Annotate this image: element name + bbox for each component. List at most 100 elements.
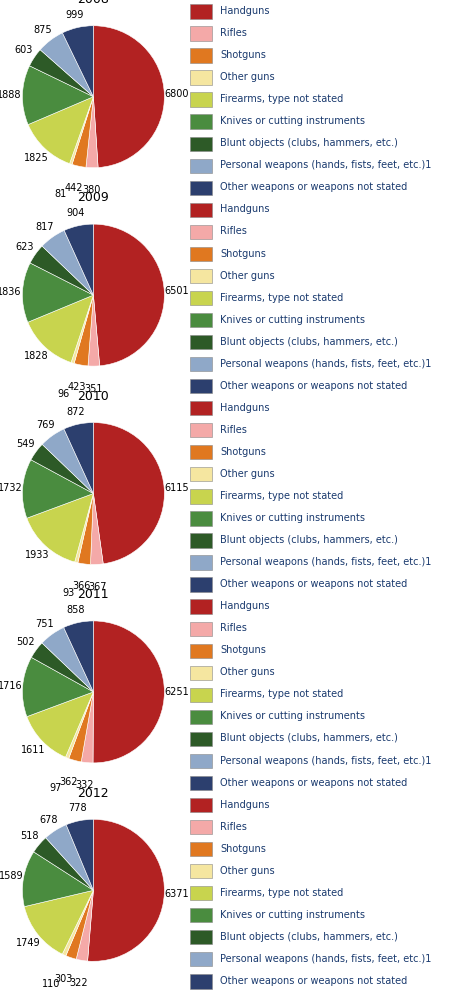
Text: Blunt objects (clubs, hammers, etc.): Blunt objects (clubs, hammers, etc.) bbox=[220, 931, 398, 941]
Text: Rifles: Rifles bbox=[220, 821, 248, 831]
Wedge shape bbox=[28, 97, 93, 164]
Text: 817: 817 bbox=[36, 222, 54, 232]
Bar bbox=[190, 489, 212, 504]
Bar bbox=[190, 820, 212, 834]
Text: 1828: 1828 bbox=[24, 351, 49, 361]
Bar bbox=[190, 622, 212, 636]
Wedge shape bbox=[64, 224, 93, 296]
Wedge shape bbox=[88, 819, 164, 961]
Bar bbox=[190, 247, 212, 261]
Bar bbox=[190, 27, 212, 41]
Wedge shape bbox=[22, 459, 93, 518]
Wedge shape bbox=[62, 891, 93, 955]
Bar bbox=[190, 798, 212, 812]
Wedge shape bbox=[27, 494, 93, 562]
Text: Other guns: Other guns bbox=[220, 72, 275, 82]
Bar bbox=[190, 577, 212, 591]
Wedge shape bbox=[76, 891, 93, 961]
Text: Knives or cutting instruments: Knives or cutting instruments bbox=[220, 314, 365, 324]
Bar bbox=[190, 556, 212, 569]
Text: Firearms, type not stated: Firearms, type not stated bbox=[220, 888, 344, 898]
Wedge shape bbox=[93, 423, 164, 563]
Text: 380: 380 bbox=[82, 186, 101, 195]
Wedge shape bbox=[93, 224, 164, 366]
Wedge shape bbox=[29, 50, 93, 97]
Text: 858: 858 bbox=[66, 605, 85, 615]
Text: Other guns: Other guns bbox=[220, 271, 275, 281]
Text: 751: 751 bbox=[35, 619, 54, 629]
Text: 518: 518 bbox=[20, 831, 39, 841]
Text: 603: 603 bbox=[14, 46, 33, 56]
Bar bbox=[190, 511, 212, 526]
Wedge shape bbox=[27, 692, 93, 757]
Bar bbox=[190, 181, 212, 194]
Text: Other weapons or weapons not stated: Other weapons or weapons not stated bbox=[220, 778, 408, 788]
Bar bbox=[190, 202, 212, 217]
Text: 6251: 6251 bbox=[165, 687, 190, 697]
Text: 1825: 1825 bbox=[24, 153, 49, 163]
Bar bbox=[190, 776, 212, 790]
Text: Rifles: Rifles bbox=[220, 425, 248, 434]
Wedge shape bbox=[93, 26, 164, 168]
Text: Other weapons or weapons not stated: Other weapons or weapons not stated bbox=[220, 579, 408, 589]
Wedge shape bbox=[46, 824, 93, 891]
Bar bbox=[190, 114, 212, 129]
Text: 93: 93 bbox=[63, 588, 75, 598]
Text: Other guns: Other guns bbox=[220, 668, 275, 678]
Wedge shape bbox=[22, 65, 93, 125]
Text: Handguns: Handguns bbox=[220, 204, 270, 214]
Bar bbox=[190, 732, 212, 746]
Bar bbox=[190, 908, 212, 923]
Text: Personal weapons (hands, fists, feet, etc.)1: Personal weapons (hands, fists, feet, et… bbox=[220, 954, 432, 964]
Text: Shotguns: Shotguns bbox=[220, 844, 266, 854]
Text: Shotguns: Shotguns bbox=[220, 646, 266, 656]
Wedge shape bbox=[75, 494, 93, 562]
Text: 423: 423 bbox=[68, 382, 86, 393]
Text: Other guns: Other guns bbox=[220, 866, 275, 876]
Wedge shape bbox=[31, 444, 93, 494]
Bar bbox=[190, 974, 212, 988]
Text: 678: 678 bbox=[39, 814, 58, 824]
Text: 362: 362 bbox=[60, 778, 78, 788]
Text: Blunt objects (clubs, hammers, etc.): Blunt objects (clubs, hammers, etc.) bbox=[220, 336, 398, 346]
Bar bbox=[190, 687, 212, 702]
Wedge shape bbox=[78, 494, 93, 564]
Bar bbox=[190, 49, 212, 62]
Text: 6115: 6115 bbox=[165, 483, 189, 493]
Wedge shape bbox=[30, 246, 93, 296]
Bar bbox=[190, 864, 212, 878]
Text: 1933: 1933 bbox=[25, 551, 49, 560]
Text: 351: 351 bbox=[85, 384, 103, 394]
Bar bbox=[190, 269, 212, 283]
Text: Other guns: Other guns bbox=[220, 469, 275, 479]
Wedge shape bbox=[88, 296, 99, 366]
Text: 1716: 1716 bbox=[0, 681, 22, 690]
Text: 904: 904 bbox=[67, 208, 85, 218]
Text: Knives or cutting instruments: Knives or cutting instruments bbox=[220, 711, 365, 721]
Wedge shape bbox=[22, 658, 93, 716]
Text: Shotguns: Shotguns bbox=[220, 249, 266, 259]
Text: 6800: 6800 bbox=[165, 89, 189, 99]
Text: 110: 110 bbox=[42, 979, 60, 989]
Text: 999: 999 bbox=[65, 10, 84, 20]
Wedge shape bbox=[66, 819, 93, 891]
Bar bbox=[190, 137, 212, 151]
Wedge shape bbox=[40, 33, 93, 97]
Wedge shape bbox=[42, 628, 93, 692]
Wedge shape bbox=[74, 296, 93, 366]
Wedge shape bbox=[81, 692, 93, 763]
Text: Knives or cutting instruments: Knives or cutting instruments bbox=[220, 116, 365, 126]
Text: 442: 442 bbox=[65, 184, 84, 193]
Text: Personal weapons (hands, fists, feet, etc.)1: Personal weapons (hands, fists, feet, et… bbox=[220, 161, 432, 171]
Bar bbox=[190, 666, 212, 680]
Text: Blunt objects (clubs, hammers, etc.): Blunt objects (clubs, hammers, etc.) bbox=[220, 535, 398, 545]
Text: 367: 367 bbox=[89, 582, 107, 592]
Bar bbox=[190, 291, 212, 306]
Bar bbox=[190, 886, 212, 901]
Text: Handguns: Handguns bbox=[220, 6, 270, 16]
Title: 2010: 2010 bbox=[78, 390, 109, 403]
Wedge shape bbox=[24, 891, 93, 954]
Bar bbox=[190, 754, 212, 768]
Title: 2012: 2012 bbox=[78, 787, 109, 800]
Text: 1611: 1611 bbox=[21, 745, 45, 755]
